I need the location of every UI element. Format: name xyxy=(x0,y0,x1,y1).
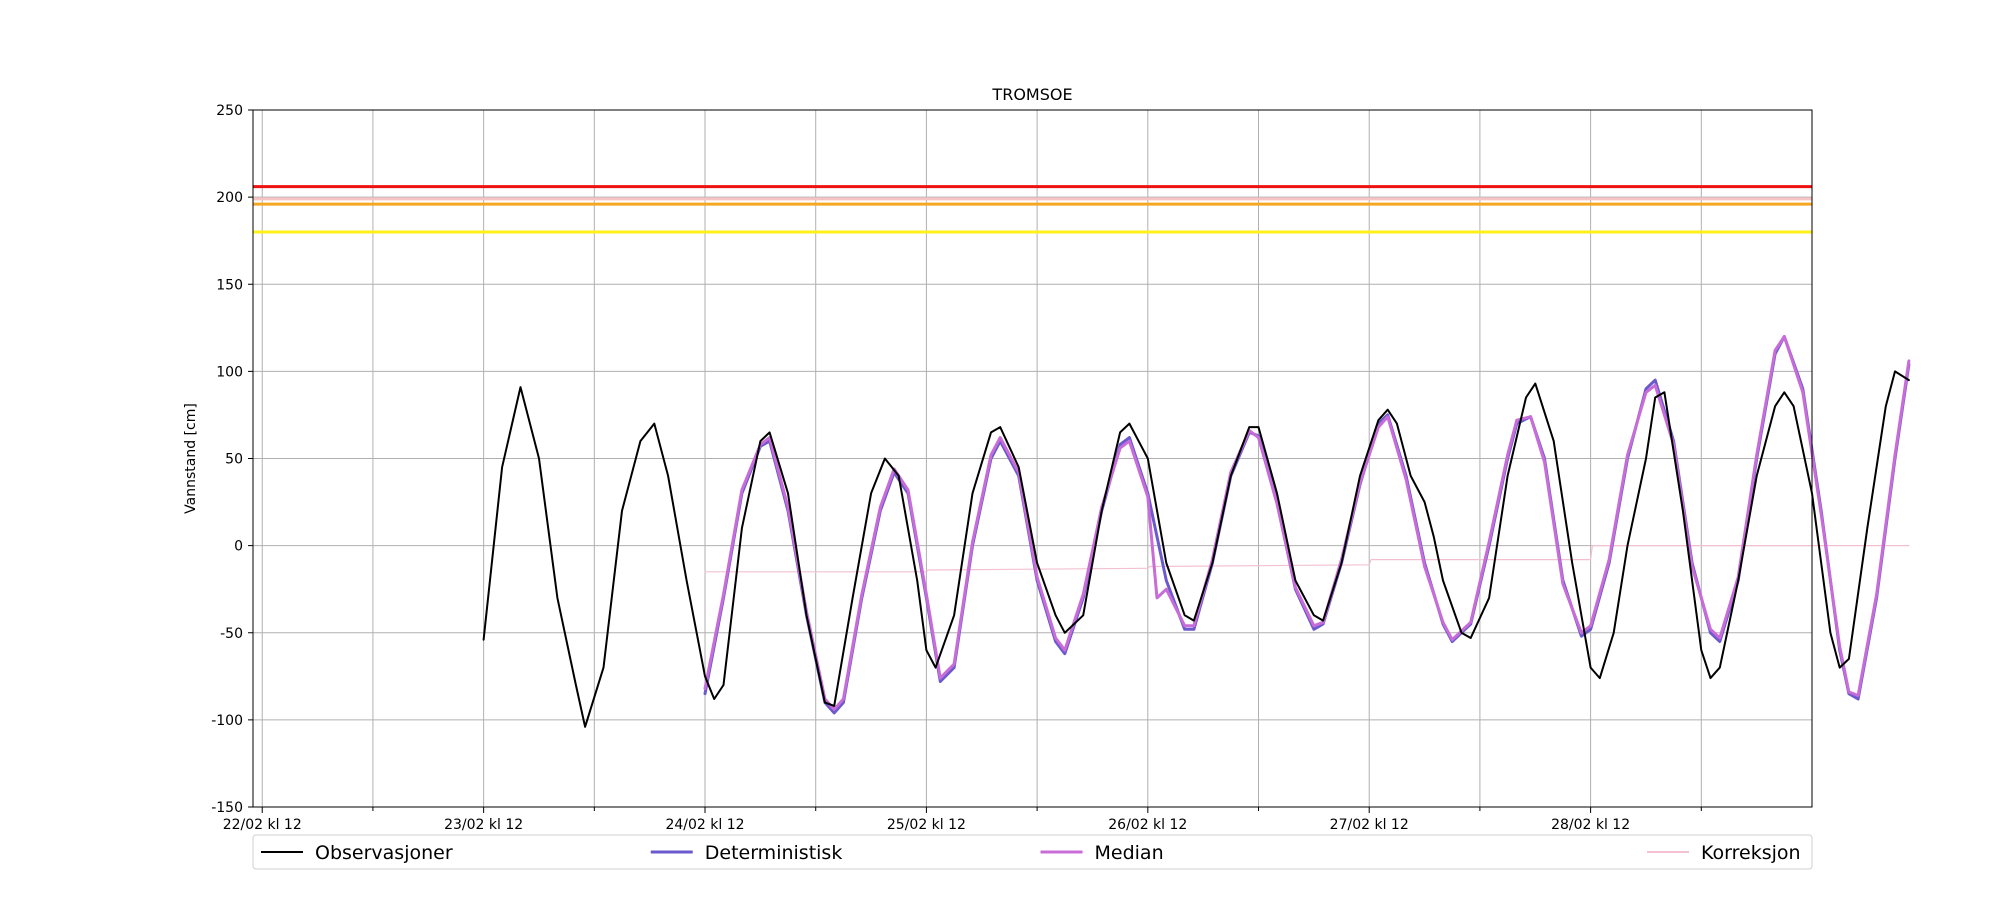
chart-title: TROMSOE xyxy=(991,85,1072,104)
legend-label: Median xyxy=(1095,842,1164,864)
x-tick-label: 28/02 kl 12 xyxy=(1551,817,1630,833)
legend-label: Observasjoner xyxy=(315,842,453,864)
y-tick-label: 100 xyxy=(216,364,243,380)
y-axis-label: Vannstand [cm] xyxy=(183,403,199,514)
series-line-deterministisk xyxy=(703,335,1911,715)
legend-label: Korreksjon xyxy=(1701,842,1801,864)
x-tick-label: 26/02 kl 12 xyxy=(1108,817,1187,833)
y-tick-label: -150 xyxy=(211,800,243,816)
x-tick-label: 22/02 kl 12 xyxy=(223,817,302,833)
threshold-lines xyxy=(253,185,1812,234)
series-lines xyxy=(482,335,1911,728)
y-tick-label: 50 xyxy=(225,452,243,468)
y-tick-label: -50 xyxy=(220,626,243,642)
axis-ticks: -150 -100 -50 0 50 100 150 200 250 22/02 kl 12 23/… xyxy=(211,103,1702,833)
series-line-korreksjon xyxy=(704,545,1910,573)
y-tick-label: -100 xyxy=(211,713,243,729)
x-tick-label: 27/02 kl 12 xyxy=(1330,817,1409,833)
x-tick-label: 24/02 kl 12 xyxy=(665,817,744,833)
series-line-median xyxy=(703,335,1911,711)
legend-label: Deterministisk xyxy=(705,842,843,864)
legend-frame xyxy=(252,834,1813,870)
y-tick-label: 0 xyxy=(234,539,243,555)
y-tick-label: 150 xyxy=(216,277,243,293)
x-tick-label: 23/02 kl 12 xyxy=(444,817,523,833)
series-line-observasjoner xyxy=(482,370,1910,728)
y-tick-label: 200 xyxy=(216,190,243,206)
x-tick-label: 25/02 kl 12 xyxy=(887,817,966,833)
legend: Observasjoner Deterministisk Median Korreks… xyxy=(252,834,1813,870)
y-tick-label: 250 xyxy=(216,103,243,119)
